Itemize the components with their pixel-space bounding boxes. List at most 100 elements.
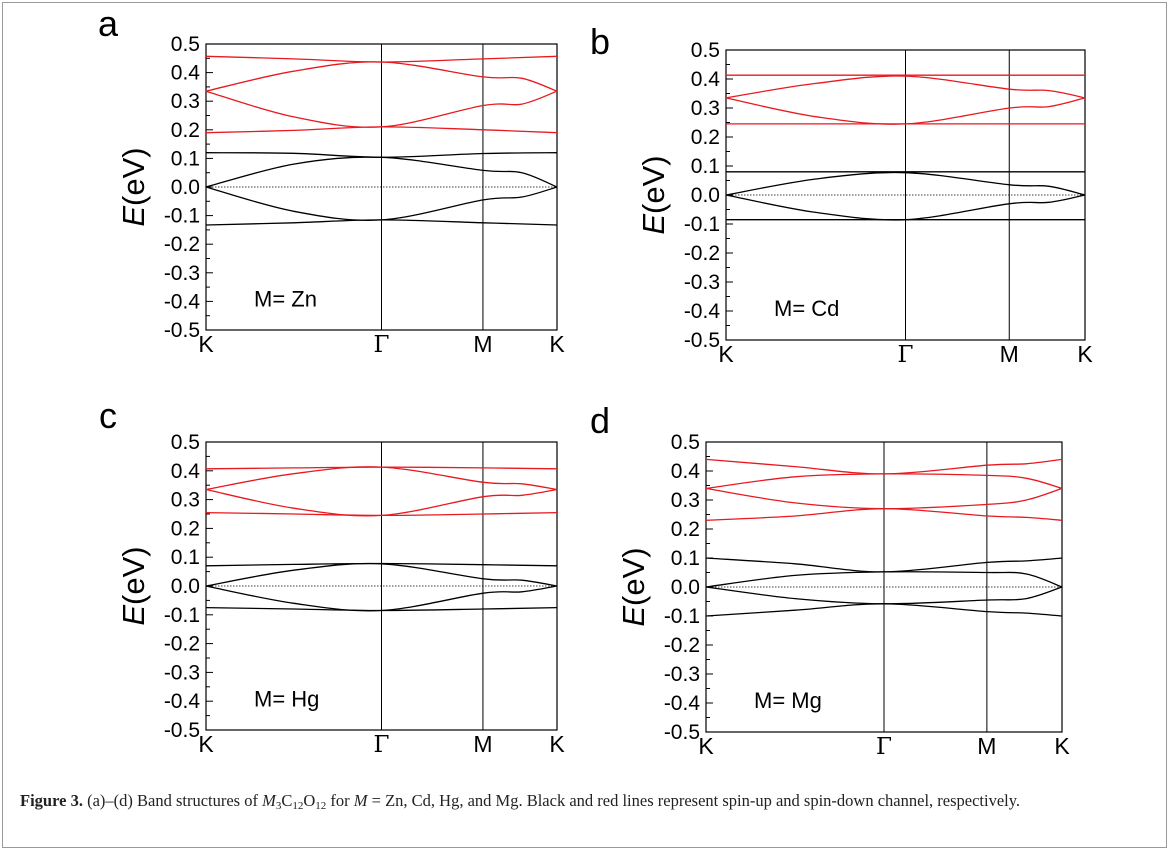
y-tick-label-a: -0.3	[164, 262, 200, 285]
band-down-c-8	[205, 511, 558, 517]
y-tick-label-d: 0.3	[671, 489, 700, 512]
y-axis-label-symbol: E	[636, 214, 671, 235]
y-tick-label-d: -0.5	[664, 721, 700, 744]
y-tick-label-c: 0.1	[171, 546, 200, 569]
y-tick-label-c: -0.3	[164, 661, 200, 684]
kpoint-label-a: K	[198, 331, 214, 357]
y-tick-label-a: 0.2	[171, 119, 200, 142]
y-tick-label-a: -0.2	[164, 233, 200, 256]
y-tick-label-b: -0.1	[684, 213, 720, 236]
panel-letter-d: d	[590, 400, 610, 441]
kpoint-label-d: Γ	[876, 734, 892, 760]
band-down-c-6	[205, 466, 558, 491]
y-axis-label-unit: (eV)	[636, 155, 671, 214]
figure-caption: Figure 3. (a)–(d) Band structures of M3C…	[20, 788, 1150, 813]
kpoint-label-b: M	[1000, 341, 1019, 367]
band-up-b-2	[725, 171, 1086, 196]
y-axis-label-b: E(eV)	[636, 155, 671, 234]
y-axis-label-unit: (eV)	[116, 147, 151, 206]
band-up-c-2	[205, 562, 558, 587]
kpoint-label-a: Γ	[374, 332, 390, 358]
caption-pre: (a)–(d) Band structures of	[87, 791, 258, 810]
kpoint-label-c: Γ	[374, 732, 390, 758]
band-down-d-5	[705, 458, 1063, 475]
panel-annotation-c: M= Hg	[254, 686, 319, 711]
kpoint-label-d: M	[977, 733, 996, 759]
band-down-a-6	[205, 61, 558, 92]
band-down-a-7	[205, 90, 558, 128]
kpoint-label-c: K	[549, 731, 565, 757]
y-tick-label-b: -0.2	[684, 242, 720, 265]
band-down-d-8	[705, 508, 1063, 521]
caption-for: for	[330, 791, 350, 810]
kpoint-label-a: K	[549, 331, 565, 357]
band-up-d-3	[705, 586, 1063, 605]
band-down-a-8	[205, 126, 558, 134]
y-axis-label-symbol: E	[116, 206, 151, 227]
panel-letter-a: a	[98, 3, 119, 44]
y-axis-label-symbol: E	[116, 605, 151, 626]
kpoint-label-d: K	[1054, 733, 1070, 759]
y-tick-label-b: 0.3	[691, 97, 720, 120]
y-tick-label-c: -0.5	[164, 719, 200, 742]
y-axis-label-symbol: E	[616, 606, 651, 627]
y-tick-label-c: -0.4	[164, 690, 201, 713]
caption-formula-o: O	[303, 791, 316, 810]
kpoint-label-c: K	[198, 731, 214, 757]
caption-formula-o-sub: 12	[315, 800, 327, 812]
kpoint-label-b: K	[718, 341, 734, 367]
y-tick-label-a: -0.5	[164, 319, 200, 342]
y-tick-label-a: 0.0	[171, 176, 200, 199]
y-tick-label-b: 0.4	[691, 68, 721, 91]
y-tick-label-c: -0.1	[164, 604, 200, 627]
kpoint-label-b: Γ	[898, 342, 914, 368]
caption-formula-c: C	[281, 791, 293, 810]
band-up-d-2	[705, 571, 1063, 588]
caption-label: Figure 3.	[20, 791, 83, 810]
y-tick-label-b: -0.5	[684, 329, 720, 352]
y-tick-label-c: 0.4	[171, 460, 201, 483]
y-tick-label-c: 0.2	[171, 517, 200, 540]
caption-formula-m: M	[262, 791, 276, 810]
band-down-b-7	[725, 97, 1086, 125]
y-tick-label-c: 0.0	[171, 575, 200, 598]
y-tick-label-a: -0.1	[164, 205, 200, 228]
band-up-a-2	[205, 156, 558, 188]
y-tick-label-a: -0.4	[164, 290, 201, 313]
y-tick-label-d: 0.4	[671, 460, 701, 483]
y-tick-label-c: 0.5	[171, 431, 200, 454]
panel-letter-b: b	[590, 21, 610, 62]
panel-annotation-a: M= Zn	[254, 287, 317, 312]
band-up-a-3	[205, 186, 558, 221]
panel-letter-c: c	[99, 395, 117, 436]
y-tick-label-d: 0.1	[671, 547, 700, 570]
y-tick-label-b: -0.4	[684, 300, 721, 323]
y-tick-label-d: -0.2	[664, 634, 700, 657]
band-up-a-4	[205, 219, 558, 226]
kpoint-label-b: K	[1077, 341, 1093, 367]
y-tick-label-d: 0.5	[671, 431, 700, 454]
y-axis-label-unit: (eV)	[616, 547, 651, 606]
y-tick-label-b: 0.1	[691, 155, 720, 178]
y-tick-label-c: -0.2	[164, 633, 200, 656]
y-tick-label-d: -0.3	[664, 663, 700, 686]
y-tick-label-c: 0.3	[171, 489, 200, 512]
kpoint-label-a: M	[473, 331, 492, 357]
band-up-c-3	[205, 585, 558, 612]
band-up-d-1	[705, 557, 1063, 573]
panel-annotation-d: M= Mg	[754, 688, 822, 713]
y-tick-label-b: 0.5	[691, 39, 720, 62]
y-tick-label-b: -0.3	[684, 271, 720, 294]
band-down-b-6	[725, 75, 1086, 99]
y-tick-label-d: 0.0	[671, 576, 700, 599]
y-tick-label-a: 0.3	[171, 90, 200, 113]
y-tick-label-a: 0.1	[171, 147, 200, 170]
caption-rest: = Zn, Cd, Hg, and Mg. Black and red line…	[371, 791, 1021, 810]
caption-formula-c-sub: 12	[292, 800, 304, 812]
band-down-c-7	[205, 488, 558, 517]
band-up-c-4	[205, 606, 558, 612]
band-down-d-6	[705, 473, 1063, 490]
y-tick-label-d: -0.4	[664, 692, 701, 715]
